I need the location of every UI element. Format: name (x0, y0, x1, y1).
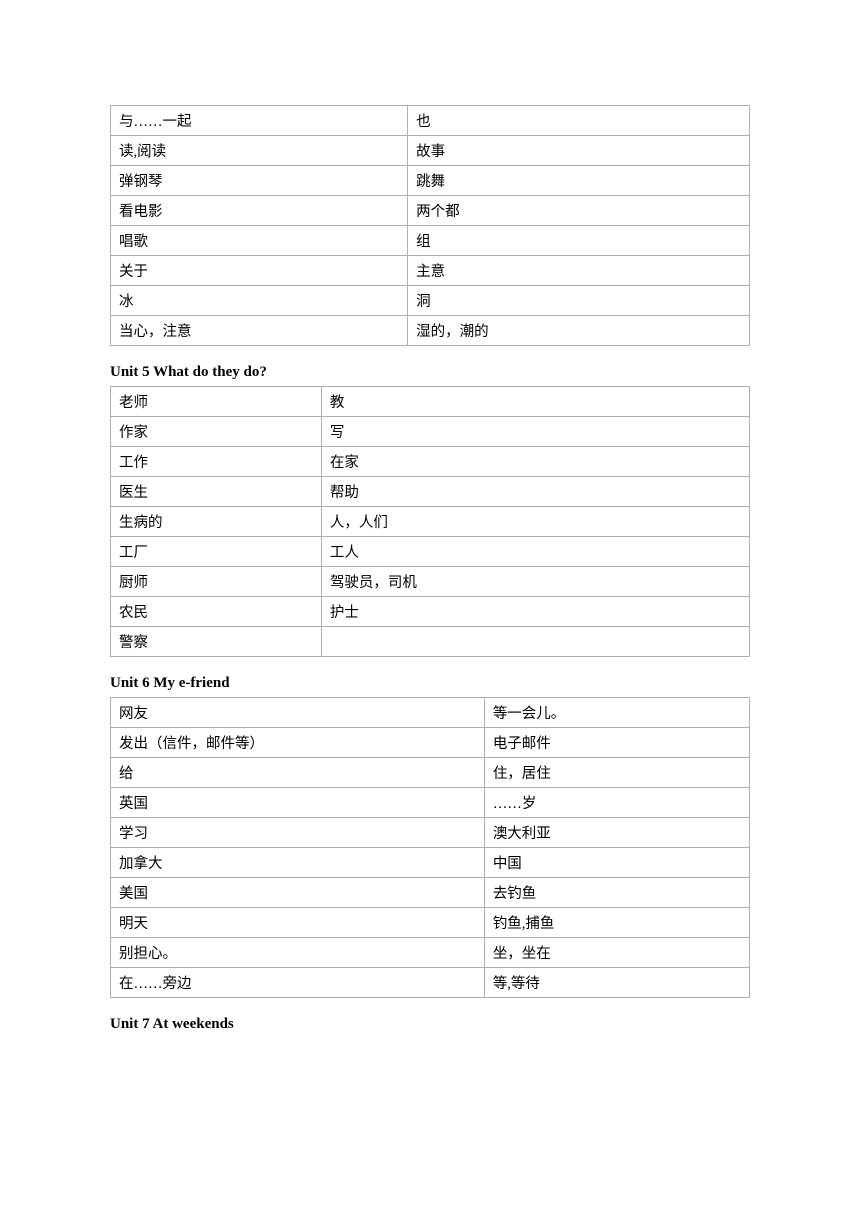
table-row: 冰洞 (111, 286, 750, 316)
cell: 坐，坐在 (484, 938, 749, 968)
cell: 等一会儿。 (484, 698, 749, 728)
table-row: 生病的人，人们 (111, 507, 750, 537)
cell: 洞 (408, 286, 750, 316)
cell: 明天 (111, 908, 485, 938)
cell: 给 (111, 758, 485, 788)
cell: 在……旁边 (111, 968, 485, 998)
cell: 发出（信件，邮件等） (111, 728, 485, 758)
cell: 电子邮件 (484, 728, 749, 758)
cell: 写 (321, 417, 749, 447)
cell: 钓鱼,捕鱼 (484, 908, 749, 938)
cell: 弹钢琴 (111, 166, 408, 196)
cell: 主意 (408, 256, 750, 286)
table-row: 看电影两个都 (111, 196, 750, 226)
cell: 教 (321, 387, 749, 417)
cell: 唱歌 (111, 226, 408, 256)
table-row: 弹钢琴跳舞 (111, 166, 750, 196)
cell: 读,阅读 (111, 136, 408, 166)
table-row: 与……一起也 (111, 106, 750, 136)
cell: 驾驶员，司机 (321, 567, 749, 597)
cell: 也 (408, 106, 750, 136)
table-row: 给住，居住 (111, 758, 750, 788)
vocabulary-table-1: 与……一起也 读,阅读故事 弹钢琴跳舞 看电影两个都 唱歌组 关于主意 冰洞 当… (110, 105, 750, 346)
table-row: 明天钓鱼,捕鱼 (111, 908, 750, 938)
cell: 去钓鱼 (484, 878, 749, 908)
cell: 老师 (111, 387, 322, 417)
table-row: 发出（信件，邮件等）电子邮件 (111, 728, 750, 758)
table-row: 医生帮助 (111, 477, 750, 507)
cell: 网友 (111, 698, 485, 728)
cell: 警察 (111, 627, 322, 657)
section-title-unit5: Unit 5 What do they do? (110, 364, 750, 381)
cell: 别担心。 (111, 938, 485, 968)
cell: 生病的 (111, 507, 322, 537)
cell: 加拿大 (111, 848, 485, 878)
table-row: 别担心。坐，坐在 (111, 938, 750, 968)
table-row: 唱歌组 (111, 226, 750, 256)
cell: 英国 (111, 788, 485, 818)
cell (321, 627, 749, 657)
table-row: 网友等一会儿。 (111, 698, 750, 728)
cell: 人，人们 (321, 507, 749, 537)
table-row: 在……旁边等,等待 (111, 968, 750, 998)
table-row: 当心，注意湿的，潮的 (111, 316, 750, 346)
cell: ……岁 (484, 788, 749, 818)
cell: 学习 (111, 818, 485, 848)
cell: 与……一起 (111, 106, 408, 136)
cell: 帮助 (321, 477, 749, 507)
table-row: 警察 (111, 627, 750, 657)
cell: 工作 (111, 447, 322, 477)
cell: 当心，注意 (111, 316, 408, 346)
cell: 中国 (484, 848, 749, 878)
table-row: 老师教 (111, 387, 750, 417)
table-row: 关于主意 (111, 256, 750, 286)
table-row: 学习澳大利亚 (111, 818, 750, 848)
cell: 关于 (111, 256, 408, 286)
cell: 故事 (408, 136, 750, 166)
cell: 看电影 (111, 196, 408, 226)
section-title-unit6: Unit 6 My e-friend (110, 675, 750, 692)
table-row: 厨师驾驶员，司机 (111, 567, 750, 597)
table-row: 工作在家 (111, 447, 750, 477)
vocabulary-table-2: 老师教 作家写 工作在家 医生帮助 生病的人，人们 工厂工人 厨师驾驶员，司机 … (110, 386, 750, 657)
table-row: 美国去钓鱼 (111, 878, 750, 908)
cell: 厨师 (111, 567, 322, 597)
table-row: 作家写 (111, 417, 750, 447)
cell: 两个都 (408, 196, 750, 226)
cell: 作家 (111, 417, 322, 447)
table-row: 加拿大中国 (111, 848, 750, 878)
vocabulary-table-3: 网友等一会儿。 发出（信件，邮件等）电子邮件 给住，居住 英国……岁 学习澳大利… (110, 697, 750, 998)
cell: 美国 (111, 878, 485, 908)
cell: 在家 (321, 447, 749, 477)
cell: 澳大利亚 (484, 818, 749, 848)
table-row: 农民护士 (111, 597, 750, 627)
cell: 跳舞 (408, 166, 750, 196)
cell: 护士 (321, 597, 749, 627)
cell: 住，居住 (484, 758, 749, 788)
cell: 湿的，潮的 (408, 316, 750, 346)
cell: 工人 (321, 537, 749, 567)
cell: 组 (408, 226, 750, 256)
section-title-unit7: Unit 7 At weekends (110, 1016, 750, 1033)
cell: 工厂 (111, 537, 322, 567)
table-row: 英国……岁 (111, 788, 750, 818)
cell: 冰 (111, 286, 408, 316)
cell: 农民 (111, 597, 322, 627)
cell: 等,等待 (484, 968, 749, 998)
cell: 医生 (111, 477, 322, 507)
table-row: 读,阅读故事 (111, 136, 750, 166)
table-row: 工厂工人 (111, 537, 750, 567)
